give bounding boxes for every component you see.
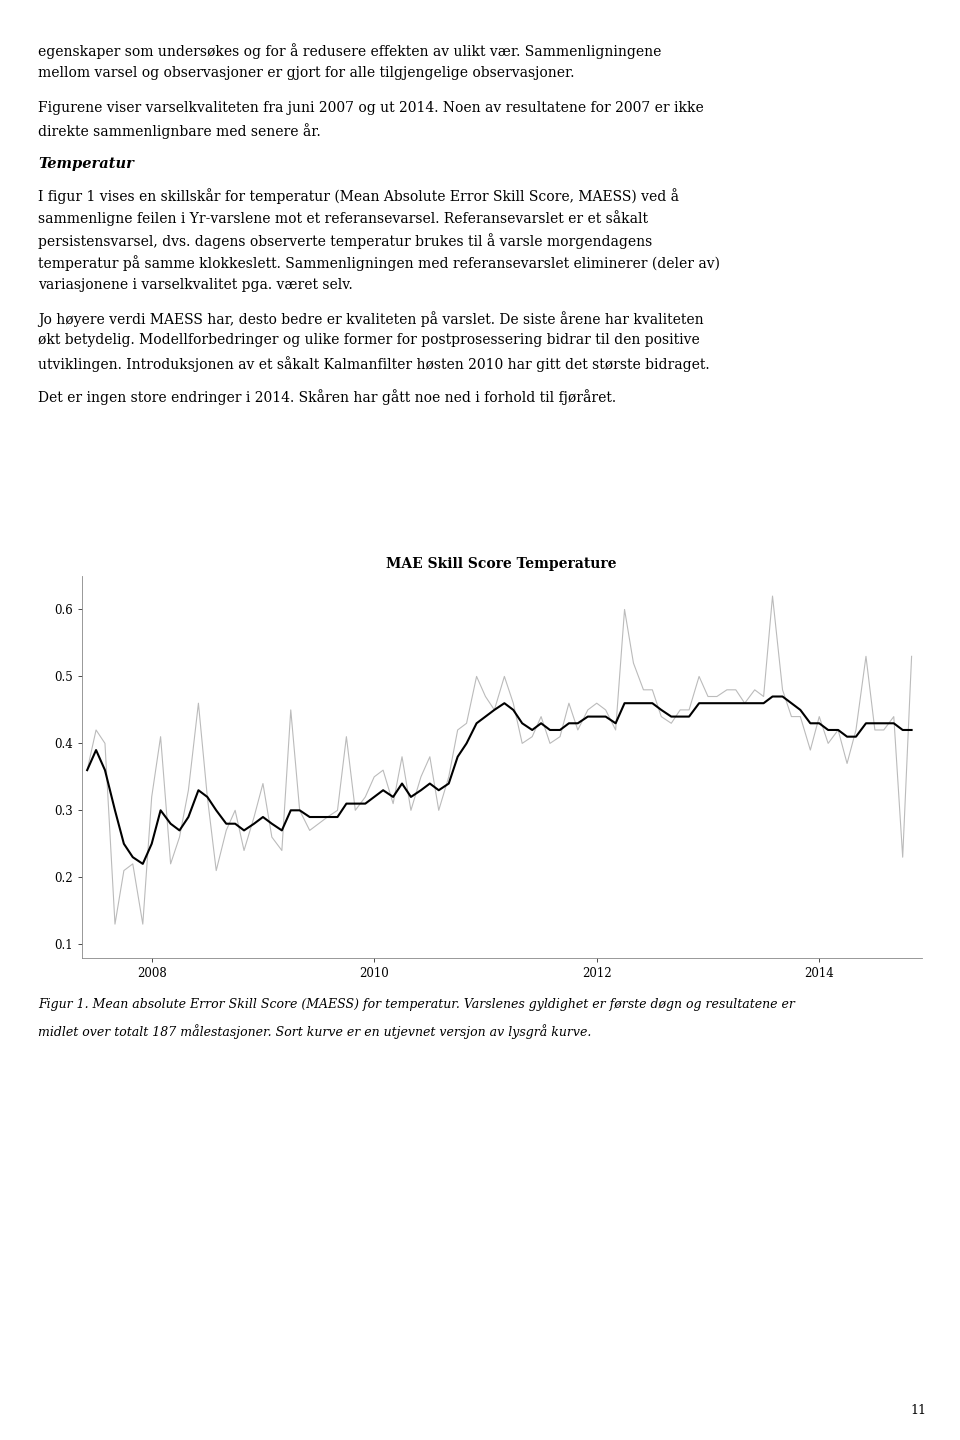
Text: sammenligne feilen i Yr-varslene mot et referansevarsel. Referansevarslet er et : sammenligne feilen i Yr-varslene mot et …	[38, 210, 648, 226]
Text: I figur 1 vises en skillskår for temperatur (Mean Absolute Error Skill Score, MA: I figur 1 vises en skillskår for tempera…	[38, 189, 680, 204]
Title: MAE Skill Score Temperature: MAE Skill Score Temperature	[386, 557, 617, 570]
Text: Temperatur: Temperatur	[38, 157, 134, 171]
Text: Jo høyere verdi MAESS har, desto bedre er kvaliteten på varslet. De siste årene : Jo høyere verdi MAESS har, desto bedre e…	[38, 311, 704, 327]
Text: Figur 1. Mean absolute Error Skill Score (MAESS) for temperatur. Varslenes gyldi: Figur 1. Mean absolute Error Skill Score…	[38, 998, 795, 1011]
Text: Figurene viser varselkvaliteten fra juni 2007 og ut 2014. Noen av resultatene fo: Figurene viser varselkvaliteten fra juni…	[38, 101, 704, 115]
Text: midlet over totalt 187 målestasjoner. Sort kurve er en utjevnet versjon av lysgr: midlet over totalt 187 målestasjoner. So…	[38, 1024, 591, 1038]
Text: temperatur på samme klokkeslett. Sammenligningen med referansevarslet eliminerer: temperatur på samme klokkeslett. Sammenl…	[38, 255, 720, 271]
Text: utviklingen. Introduksjonen av et såkalt Kalmanfilter høsten 2010 har gitt det s: utviklingen. Introduksjonen av et såkalt…	[38, 356, 710, 372]
Text: direkte sammenlignbare med senere år.: direkte sammenlignbare med senere år.	[38, 124, 322, 140]
Text: 11: 11	[910, 1404, 926, 1417]
Text: økt betydelig. Modellforbedringer og ulike former for postprosessering bidrar ti: økt betydelig. Modellforbedringer og uli…	[38, 333, 700, 347]
Text: persistensvarsel, dvs. dagens observerte temperatur brukes til å varsle morgenda: persistensvarsel, dvs. dagens observerte…	[38, 233, 653, 249]
Text: variasjonene i varselkvalitet pga. været selv.: variasjonene i varselkvalitet pga. været…	[38, 278, 353, 291]
Text: Det er ingen store endringer i 2014. Skåren har gått noe ned i forhold til fjørå: Det er ingen store endringer i 2014. Skå…	[38, 389, 616, 405]
Text: mellom varsel og observasjoner er gjort for alle tilgjengelige observasjoner.: mellom varsel og observasjoner er gjort …	[38, 65, 575, 79]
Text: egenskaper som undersøkes og for å redusere effekten av ulikt vær. Sammenligning: egenskaper som undersøkes og for å redus…	[38, 43, 661, 59]
